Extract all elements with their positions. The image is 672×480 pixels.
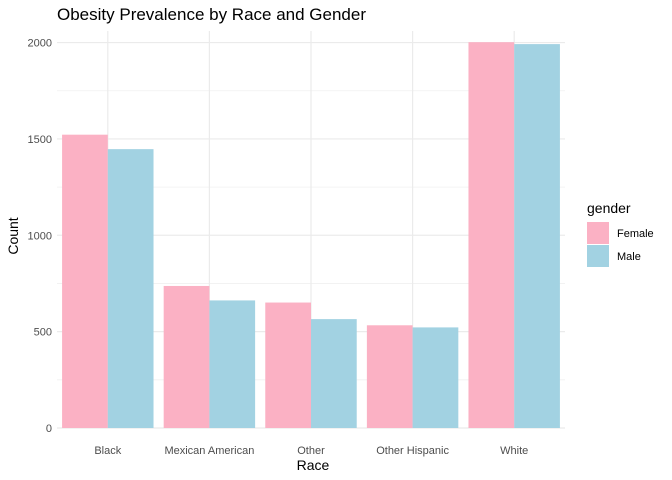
- x-tick-label: White: [500, 445, 528, 457]
- chart-title: Obesity Prevalence by Race and Gender: [57, 5, 366, 24]
- y-axis-ticks: 0 500 1000 1500 2000: [28, 38, 52, 435]
- x-axis-title: Race: [297, 457, 330, 473]
- bar-male-mexican-american: [209, 300, 256, 428]
- x-tick-label: Mexican American: [164, 445, 254, 457]
- bar-female-black: [62, 134, 108, 428]
- legend: gender Female Male: [587, 200, 654, 267]
- x-tick-label: Black: [94, 445, 121, 457]
- bar-male-other-hispanic: [412, 327, 459, 428]
- bar-male-other: [311, 319, 357, 428]
- y-tick-label: 1000: [28, 230, 52, 242]
- x-tick-label: Other Hispanic: [376, 445, 449, 457]
- legend-label-female: Female: [617, 228, 654, 240]
- legend-title: gender: [587, 200, 631, 216]
- x-axis-ticks: Black Mexican American Other Other Hispanic…: [94, 445, 528, 457]
- legend-key-male: [587, 245, 609, 267]
- bar-female-mexican-american: [163, 285, 210, 428]
- x-tick-label: Other: [297, 445, 325, 457]
- bar-female-other-hispanic: [366, 325, 413, 428]
- legend-label-male: Male: [617, 251, 641, 263]
- y-tick-label: 2000: [28, 38, 52, 50]
- legend-key-female: [587, 222, 609, 244]
- legend-items: Female Male: [587, 222, 654, 267]
- bar-male-white: [514, 44, 560, 428]
- y-tick-label: 500: [34, 327, 52, 339]
- bar-male-black: [107, 149, 154, 428]
- y-tick-label: 0: [46, 423, 52, 435]
- bars: [62, 42, 560, 428]
- y-axis-title: Count: [5, 217, 21, 254]
- bar-female-white: [468, 42, 515, 428]
- bar-female-other: [265, 302, 311, 428]
- y-tick-label: 1500: [28, 134, 52, 146]
